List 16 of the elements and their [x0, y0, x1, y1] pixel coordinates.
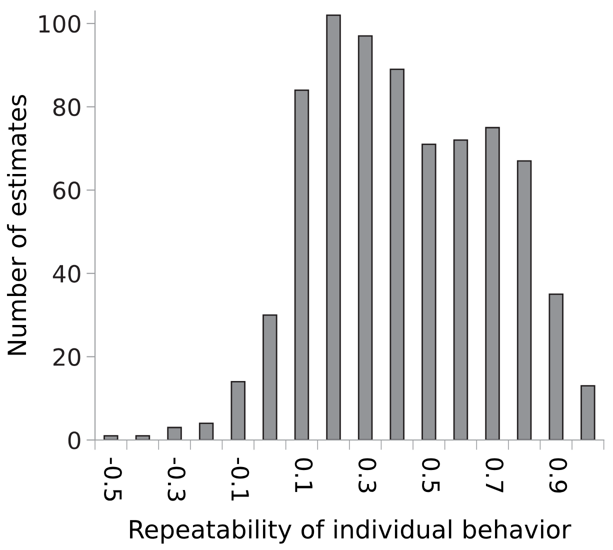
y-tick-label: 40	[52, 264, 80, 283]
y-tick-label: 20	[54, 348, 80, 366]
x-tick-label: 0.9	[549, 458, 568, 493]
x-axis-title: Repeatability of individual behavior	[130, 519, 572, 544]
y-tick-label: 0	[68, 431, 80, 450]
y-tick-label: 100	[39, 14, 80, 33]
x-tick-label: -0.1	[231, 458, 250, 501]
x-tick-label: 0.7	[486, 458, 504, 492]
y-tick-label: 60	[53, 182, 80, 200]
y-tick-label: 80	[53, 98, 80, 116]
x-tick-label: -0.5	[104, 458, 122, 501]
x-tick-label: -0.3	[168, 458, 186, 501]
y-axis-title: Number of estimates	[7, 94, 26, 355]
x-tick-label: 0.5	[422, 458, 440, 492]
x-tick-label: 0.3	[358, 458, 376, 492]
x-tick-label: 0.1	[294, 458, 313, 492]
